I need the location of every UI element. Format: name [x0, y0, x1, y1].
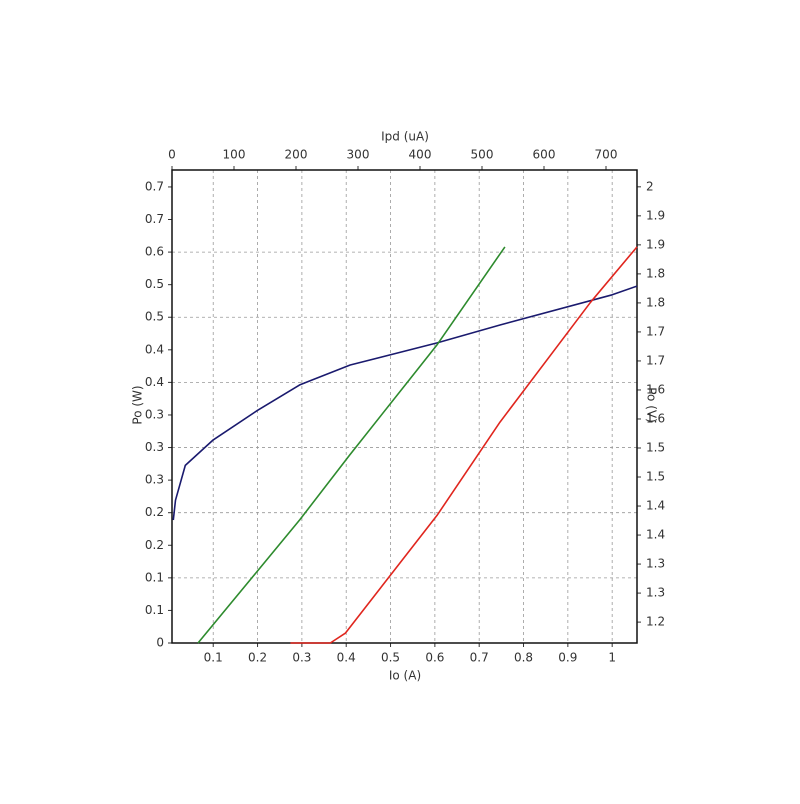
y2-tick-label: 1.7	[646, 353, 665, 367]
x2-tick-label: 400	[409, 148, 432, 162]
x2-tick-label: 300	[347, 148, 370, 162]
y-tick-label: 0.5	[145, 277, 164, 291]
x-tick-label: 0.9	[558, 651, 577, 665]
y2-tick-label: 1.9	[646, 208, 665, 222]
x2-tick-label: 600	[533, 148, 556, 162]
x2-tick-label: 500	[471, 148, 494, 162]
x-tick-label: 0.1	[204, 651, 223, 665]
y-tick-label: 0.1	[145, 603, 164, 617]
y2-tick-label: 1.6	[646, 411, 665, 425]
x-tick-label: 0.4	[337, 651, 356, 665]
y2-tick-label: 1.3	[646, 557, 665, 571]
plot-frame	[171, 169, 638, 644]
y-tick-label: 0.4	[145, 375, 164, 389]
y-tick-label: 0.3	[145, 473, 164, 487]
y-tick-label: 0.5	[145, 310, 164, 324]
x2-axis-title: Ipd (uA)	[381, 130, 429, 144]
y-tick-label: 0	[156, 636, 164, 650]
x-tick-label: 0.5	[381, 651, 400, 665]
y2-tick-label: 1.5	[646, 470, 665, 484]
y2-tick-label: 1.6	[646, 382, 665, 396]
y-tick-label: 0.2	[145, 538, 164, 552]
y-tick-label: 0.4	[145, 342, 164, 356]
x2-tick-label: 100	[223, 148, 246, 162]
y2-tick-label: 1.3	[646, 586, 665, 600]
x-tick-label: 0.7	[470, 651, 489, 665]
x-axis-title: Io (A)	[389, 669, 421, 683]
x-tick-label: 0.2	[248, 651, 267, 665]
y-tick-label: 0.7	[145, 212, 164, 226]
x-tick-label: 1	[608, 651, 616, 665]
x2-tick-label: 700	[595, 148, 618, 162]
data-line	[290, 246, 638, 644]
x-tick-label: 0.3	[292, 651, 311, 665]
y-tick-label: 0.7	[145, 179, 164, 193]
data-line	[197, 246, 506, 644]
y-tick-label: 0.3	[145, 407, 164, 421]
y-tick-label: 0.2	[145, 505, 164, 519]
x2-tick-label: 200	[285, 148, 308, 162]
y2-tick-label: 1.4	[646, 528, 665, 542]
y2-tick-label: 1.8	[646, 295, 665, 309]
y-tick-label: 0.3	[145, 440, 164, 454]
y2-tick-label: 1.9	[646, 237, 665, 251]
y-axis-title: Po (W)	[131, 385, 145, 424]
data-line	[172, 285, 638, 521]
y-tick-label: 0.6	[145, 245, 164, 259]
y-tick-label: 0.1	[145, 570, 164, 584]
y2-tick-label: 1.4	[646, 499, 665, 513]
x-tick-label: 0.8	[514, 651, 533, 665]
y2-tick-label: 1.7	[646, 324, 665, 338]
y2-tick-label: 1.2	[646, 615, 665, 629]
x-tick-label: 0.6	[425, 651, 444, 665]
y2-tick-label: 1.8	[646, 266, 665, 280]
y2-tick-label: 2	[646, 179, 654, 193]
y2-tick-label: 1.5	[646, 440, 665, 454]
x2-tick-label: 0	[168, 148, 176, 162]
y2-axis-title: Po (V)	[645, 387, 659, 423]
